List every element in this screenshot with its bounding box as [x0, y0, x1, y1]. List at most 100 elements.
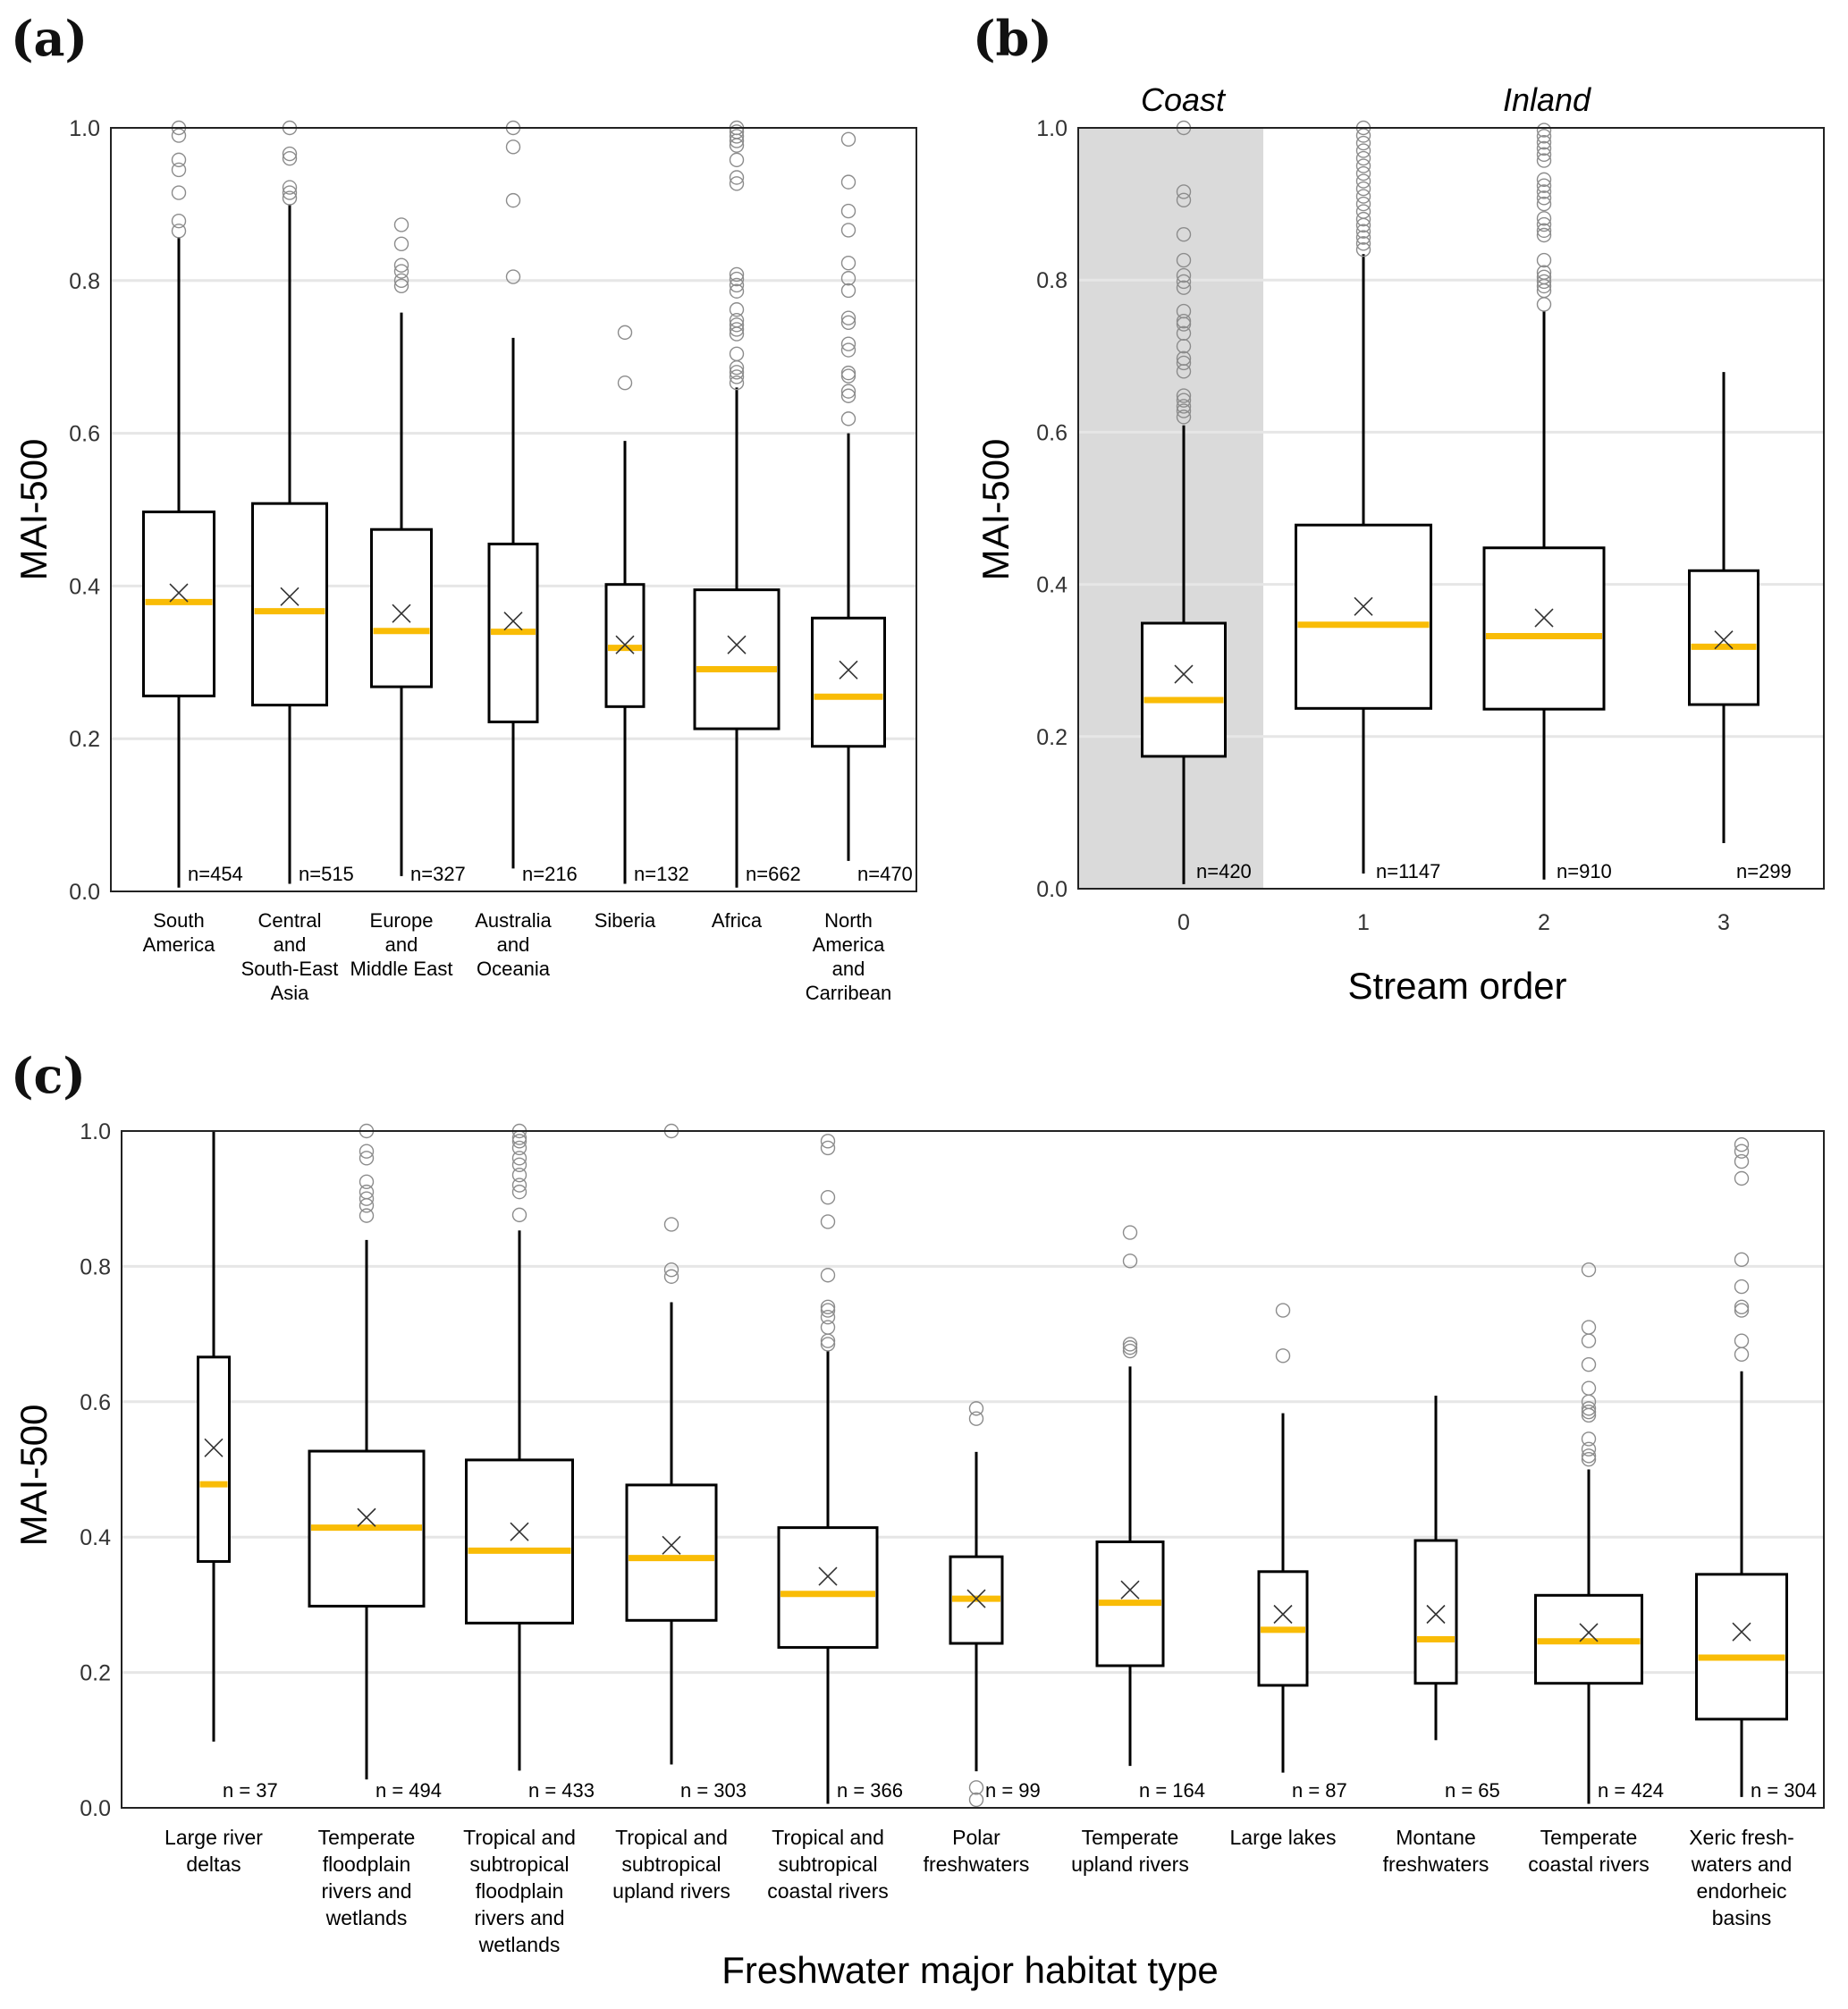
outlier-point — [1536, 129, 1552, 144]
y-tick-label: 0.4 — [1036, 573, 1067, 598]
outlier-point — [820, 1320, 836, 1335]
x-category-label: North — [824, 909, 873, 932]
outlier-point — [171, 224, 187, 239]
outlier-point — [820, 1303, 836, 1318]
y-tick-label: 0.6 — [69, 422, 100, 447]
outlier-point — [1176, 252, 1192, 268]
outlier-point — [1176, 388, 1192, 403]
n-label: n=216 — [522, 863, 578, 885]
outlier-point — [1355, 211, 1371, 227]
x-category-label: wetlands — [478, 1933, 561, 1956]
outlier-point — [1355, 196, 1371, 212]
x-category-label: Polar — [952, 1826, 1000, 1849]
x-category-label: Europe — [370, 909, 434, 932]
outlier-point — [1122, 1343, 1138, 1359]
x-category-label: floodplain — [323, 1853, 410, 1876]
outlier-point — [840, 223, 856, 238]
mean-marker — [1732, 1622, 1751, 1642]
outlier-point — [840, 174, 856, 190]
n-label: n=515 — [299, 863, 354, 885]
mean-marker — [169, 583, 189, 603]
outlier-point — [393, 273, 409, 288]
outlier-point — [1275, 1303, 1291, 1318]
x-category-label: Australia — [475, 909, 552, 932]
x-category-label: rivers and — [475, 1906, 565, 1929]
y-tick-label: 0.0 — [69, 880, 100, 905]
box-6: n = 164 Temperate upland rivers — [1071, 1225, 1205, 1876]
x-category-label: freshwaters — [1383, 1853, 1489, 1876]
outlier-point — [820, 1189, 836, 1205]
outlier-point — [1581, 1320, 1597, 1335]
x-category-label: Africa — [712, 909, 763, 932]
panel-a: 0.00.20.40.60.81.0n=454SouthAmerican=515… — [11, 10, 917, 1004]
mean-marker — [392, 604, 411, 623]
outlier-point — [1176, 280, 1192, 295]
outlier-point — [729, 176, 745, 191]
outlier-point — [1176, 399, 1192, 414]
x-category-label: subtropical — [778, 1853, 877, 1876]
y-tick-label: 0.4 — [69, 574, 100, 599]
coast-region-label: Coast — [1141, 81, 1227, 118]
box-7: n = 87 Large lakes — [1230, 1303, 1347, 1849]
outlier-point — [282, 185, 298, 200]
outlier-point — [729, 283, 745, 299]
outlier-point — [1355, 143, 1371, 158]
outlier-point — [511, 1134, 527, 1149]
outlier-point — [1355, 204, 1371, 219]
outlier-point — [1355, 173, 1371, 189]
outlier-point — [1355, 241, 1371, 257]
mean-marker — [280, 587, 300, 606]
plot-frame — [110, 127, 917, 892]
y-tick-label: 1.0 — [69, 116, 100, 141]
n-label: n=662 — [746, 863, 801, 885]
outlier-point — [617, 376, 633, 391]
box-3: n=299 3 — [1688, 372, 1792, 935]
outlier-point — [1581, 1333, 1597, 1348]
outlier-point — [1536, 265, 1552, 280]
outlier-point — [1355, 165, 1371, 181]
iqr-box — [1695, 1573, 1788, 1721]
outlier-point — [840, 388, 856, 403]
outlier-point — [171, 152, 187, 168]
outlier-point — [1355, 181, 1371, 197]
plot-frame — [121, 1130, 1825, 1809]
outlier-point — [1536, 252, 1552, 268]
box-4: n=132 Siberia — [595, 325, 689, 932]
outlier-point — [1176, 325, 1192, 341]
x-category-label: Xeric fresh- — [1689, 1826, 1794, 1849]
outlier-point — [511, 1168, 527, 1183]
outlier-point — [1355, 158, 1371, 173]
outlier-point — [729, 346, 745, 361]
outlier-point — [968, 1792, 984, 1808]
outlier-point — [1536, 153, 1552, 168]
x-category-label: 0 — [1177, 910, 1190, 935]
x-category-label: Large river — [165, 1826, 263, 1849]
x-category-label: Middle East — [350, 958, 453, 980]
outlier-point — [968, 1401, 984, 1416]
outlier-point — [729, 129, 745, 144]
y-tick-label: 0.8 — [69, 269, 100, 294]
x-category-label: endorheic — [1696, 1879, 1786, 1903]
x-category-label: Asia — [271, 982, 310, 1004]
outlier-point — [1176, 192, 1192, 208]
outlier-point — [840, 255, 856, 271]
x-category-label: subtropical — [621, 1853, 721, 1876]
box-5: n=662 Africa — [693, 120, 801, 932]
x-category-label: 2 — [1538, 910, 1550, 935]
outlier-point — [1581, 1451, 1597, 1467]
x-category-label: and — [832, 958, 865, 980]
outlier-point — [1536, 274, 1552, 290]
outlier-point — [282, 190, 298, 206]
outlier-point — [282, 146, 298, 162]
n-label: n = 494 — [376, 1779, 442, 1802]
iqr-box — [370, 528, 433, 688]
n-label: n = 304 — [1751, 1779, 1817, 1802]
outlier-point — [840, 315, 856, 330]
n-label: n=299 — [1736, 860, 1792, 882]
outlier-point — [840, 336, 856, 351]
x-category-label: and — [497, 933, 530, 956]
n-label: n = 303 — [680, 1779, 747, 1802]
n-label: n=132 — [634, 863, 689, 885]
outlier-point — [729, 277, 745, 293]
